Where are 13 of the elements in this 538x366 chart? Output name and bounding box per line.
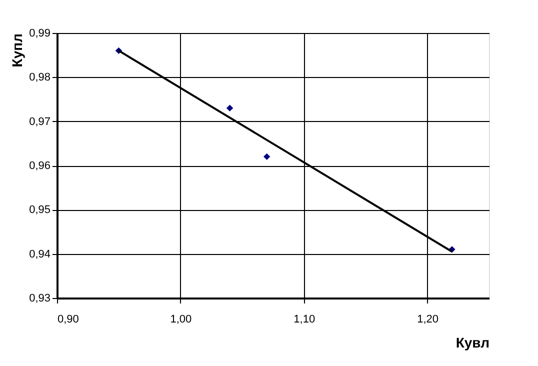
- x-tick-label: 1,00: [170, 314, 192, 326]
- y-tick-label: 0,99: [29, 28, 50, 40]
- y-tick-label: 0,98: [29, 72, 50, 84]
- y-tick-label: 0,95: [29, 204, 50, 216]
- x-axis-title: Кувл: [456, 334, 490, 350]
- y-tick-label: 0,94: [29, 248, 50, 260]
- y-tick-label: 0,93: [29, 292, 50, 304]
- x-tick-label: 0,90: [58, 314, 79, 326]
- x-tick-label: 1,20: [417, 314, 438, 326]
- y-axis-title: Купл: [9, 34, 26, 68]
- y-tick-label: 0,96: [29, 160, 50, 172]
- y-tick-label: 0,97: [29, 116, 50, 128]
- x-tick-label: 1,10: [294, 314, 316, 326]
